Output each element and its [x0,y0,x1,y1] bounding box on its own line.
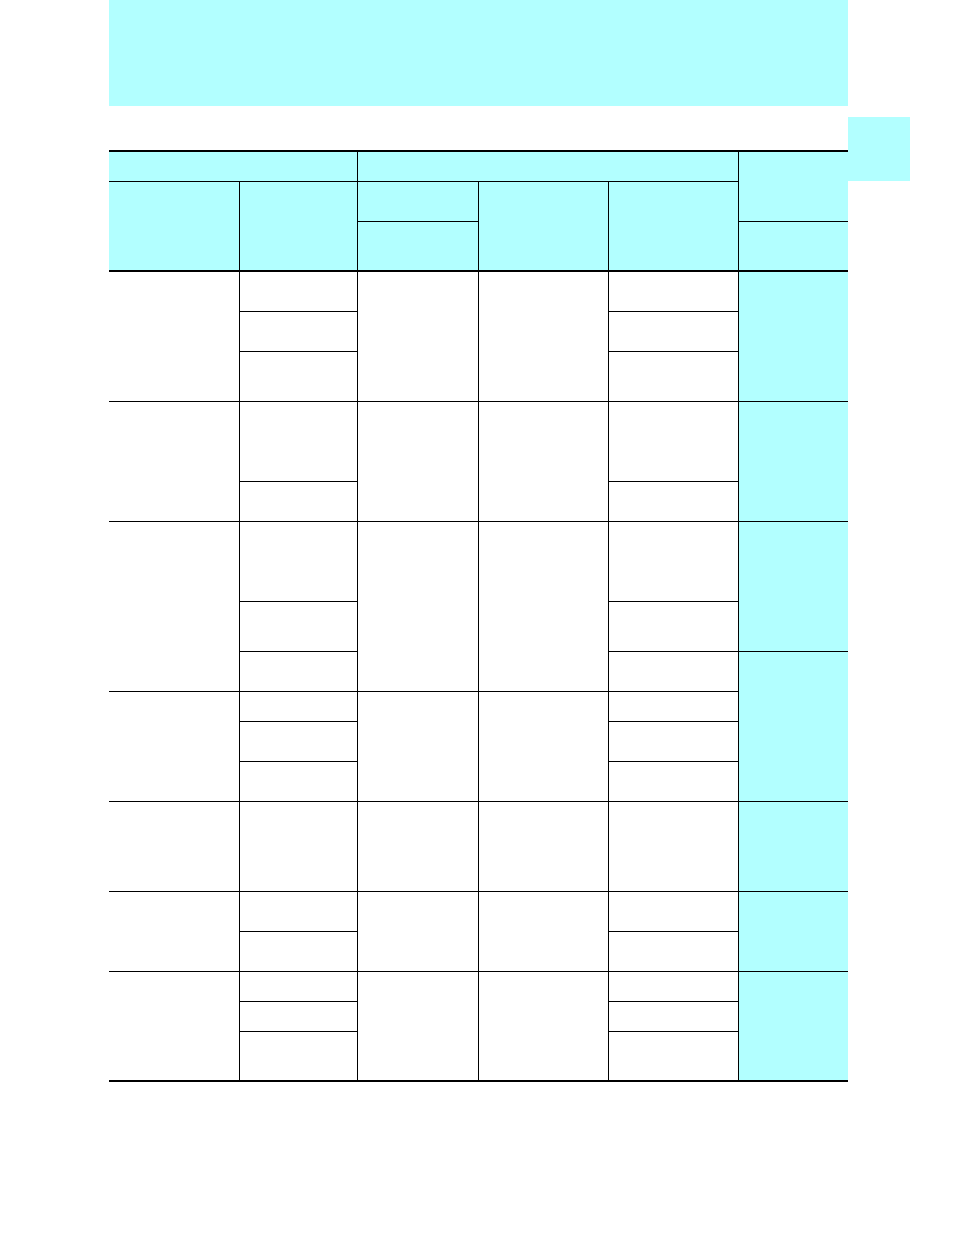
table-row [109,271,848,311]
cell-c4 [478,401,608,521]
main-table-container [109,150,848,1082]
sub-cell [239,271,357,311]
cell-c5 [608,971,738,1001]
cell-c5 [608,401,738,481]
header-col4 [478,181,608,271]
header-col6-bottom [738,221,848,271]
header-super-row [109,151,848,181]
sub-cell [239,311,357,351]
header-col3-top [357,181,478,221]
cell-c5 [608,891,738,931]
header-col1 [109,181,239,271]
cell-c4 [478,271,608,401]
table-row [109,401,848,481]
side-tab [848,117,910,181]
cell-c3 [357,691,478,801]
sub-cell [239,521,357,601]
ref-cell [738,971,848,1081]
sub-cell [239,761,357,801]
group-label [109,691,239,801]
header-col3-bottom [357,221,478,271]
group-label [109,971,239,1081]
cell-c3 [357,801,478,891]
group-label [109,801,239,891]
group-label [109,401,239,521]
sub-cell [239,691,357,721]
table-row [109,521,848,601]
sub-cell [239,721,357,761]
cell-c5 [608,481,738,521]
cell-c5 [608,801,738,891]
ref-cell [738,891,848,971]
sub-cell [239,1001,357,1031]
header-super-left [109,151,357,181]
cell-c3 [357,891,478,971]
ref-cell [738,651,848,801]
cell-c5 [608,1031,738,1081]
ref-cell [738,401,848,521]
sub-cell [239,601,357,651]
group-label [109,271,239,401]
ref-cell [738,521,848,651]
sub-cell [239,651,357,691]
cell-c4 [478,801,608,891]
cell-c5 [608,761,738,801]
cell-c5 [608,721,738,761]
cell-c5 [608,601,738,651]
cell-c5 [608,651,738,691]
cell-c4 [478,521,608,691]
header-mid-row [109,181,848,221]
header-col5 [608,181,738,271]
sub-cell [239,931,357,971]
sub-cell [239,801,357,891]
ref-cell [738,801,848,891]
table-row [109,891,848,931]
table-row [109,971,848,1001]
cell-c5 [608,351,738,401]
cell-c4 [478,971,608,1081]
sub-cell [239,481,357,521]
cell-c4 [478,691,608,801]
sub-cell [239,351,357,401]
cell-c5 [608,1001,738,1031]
cell-c3 [357,521,478,691]
ref-cell [738,271,848,401]
group-label [109,891,239,971]
table-row [109,801,848,891]
header-super-right [357,151,738,181]
header-col2 [239,181,357,271]
cell-c3 [357,271,478,401]
table-row [109,691,848,721]
group-label [109,521,239,691]
cell-c5 [608,271,738,311]
cell-c4 [478,891,608,971]
sub-cell [239,971,357,1001]
cell-c3 [357,401,478,521]
cell-c5 [608,521,738,601]
main-table [109,150,848,1082]
sub-cell [239,1031,357,1081]
header-col6-top [738,151,848,221]
cell-c5 [608,311,738,351]
sub-cell [239,891,357,931]
cell-c5 [608,691,738,721]
cell-c3 [357,971,478,1081]
sub-cell [239,401,357,481]
cell-c5 [608,931,738,971]
masthead-banner [109,0,848,106]
